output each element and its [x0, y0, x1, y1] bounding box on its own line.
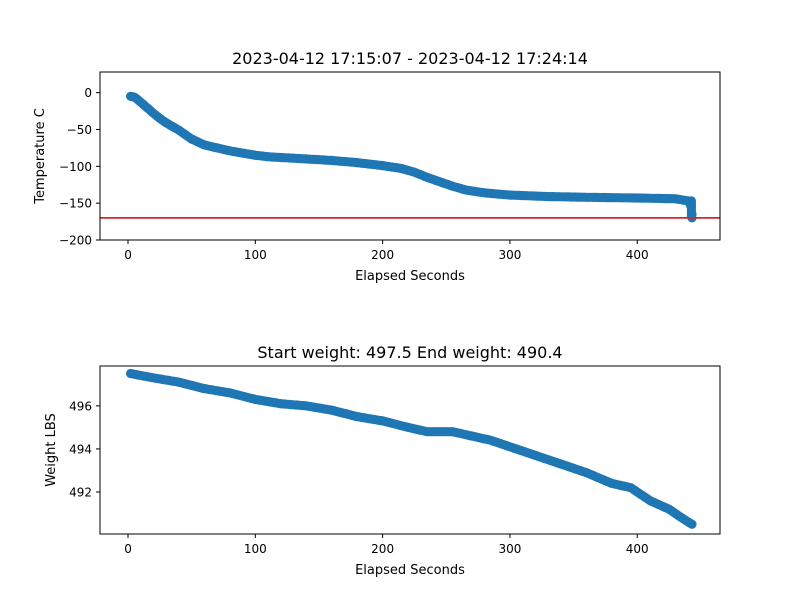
weight-chart-title: Start weight: 497.5 End weight: 490.4	[257, 343, 562, 362]
x-tick-label: 100	[244, 248, 267, 262]
weight-x-ticks: 0 100 200 300 400	[124, 534, 649, 556]
x-tick-label: 0	[124, 248, 132, 262]
data-point	[687, 519, 697, 529]
x-tick-label: 200	[371, 542, 394, 556]
y-tick-label: 492	[69, 486, 92, 500]
x-tick-label: 400	[626, 248, 649, 262]
weight-y-axis-label: Weight LBS	[44, 413, 59, 487]
weight-chart: Start weight: 497.5 End weight: 490.4 0 1…	[44, 343, 721, 578]
y-tick-label: 0	[84, 86, 92, 100]
weight-y-ticks: 492 494 496	[69, 399, 100, 500]
y-tick-label: −150	[59, 197, 92, 211]
temperature-y-ticks: 0 −50 −100 −150 −200	[59, 86, 100, 248]
temperature-points	[126, 91, 697, 223]
temperature-chart: 2023-04-12 17:15:07 - 2023-04-12 17:24:1…	[33, 49, 721, 284]
x-tick-label: 300	[498, 248, 521, 262]
weight-plot-frame	[99, 365, 721, 535]
data-point	[686, 211, 697, 221]
temperature-y-axis-label: Temperature C	[33, 108, 48, 205]
x-tick-label: 400	[626, 542, 649, 556]
x-tick-label: 200	[371, 248, 394, 262]
x-tick-label: 0	[124, 542, 132, 556]
y-tick-label: 496	[69, 399, 92, 413]
temperature-plot-frame	[99, 71, 721, 241]
temperature-x-axis-label: Elapsed Seconds	[355, 269, 465, 284]
x-tick-label: 100	[244, 542, 267, 556]
weight-points	[126, 368, 697, 529]
y-tick-label: −100	[59, 160, 92, 174]
y-tick-label: −50	[67, 123, 92, 137]
weight-x-axis-label: Elapsed Seconds	[355, 563, 465, 578]
y-tick-label: −200	[59, 234, 92, 248]
y-tick-label: 494	[69, 442, 92, 456]
temperature-chart-title: 2023-04-12 17:15:07 - 2023-04-12 17:24:1…	[232, 49, 588, 68]
temperature-x-ticks: 0 100 200 300 400	[124, 240, 649, 262]
x-tick-label: 300	[498, 542, 521, 556]
